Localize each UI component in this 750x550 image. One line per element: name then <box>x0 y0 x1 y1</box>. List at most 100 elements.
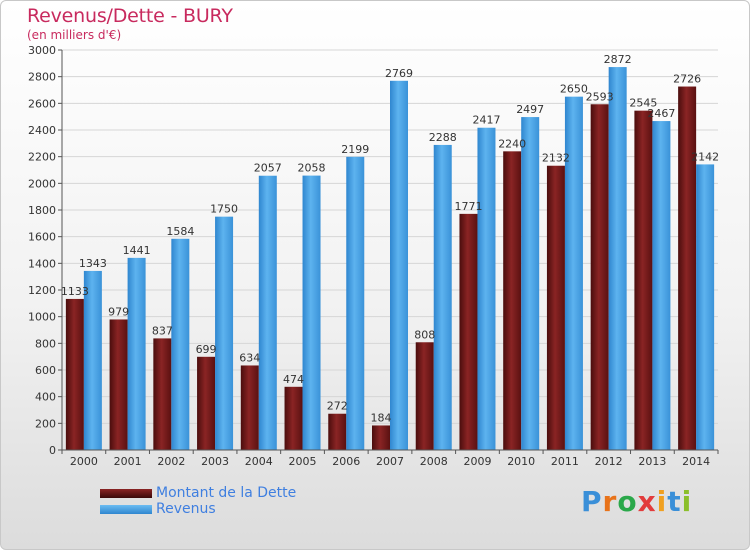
bar-dette <box>240 365 259 450</box>
bar-revenus <box>477 127 496 450</box>
bar-dette <box>197 356 216 450</box>
data-label-dette: 184 <box>371 411 392 424</box>
legend-label-dette: Montant de la Dette <box>156 485 297 501</box>
bar-dette <box>503 151 522 451</box>
bar-dette <box>459 213 478 450</box>
y-tick-label: 2600 <box>28 97 56 110</box>
bar-revenus <box>302 175 321 450</box>
data-label-revenus: 2872 <box>604 53 632 66</box>
y-tick-label: 1000 <box>28 311 56 324</box>
y-tick-label: 200 <box>35 417 56 430</box>
x-tick-label: 2012 <box>595 455 623 468</box>
data-label-revenus: 2769 <box>385 67 413 80</box>
logo-letter: o <box>617 485 638 518</box>
data-label-dette: 808 <box>414 328 435 341</box>
x-tick-label: 2005 <box>289 455 317 468</box>
data-label-dette: 2593 <box>586 90 614 103</box>
data-label-dette: 2545 <box>629 97 657 110</box>
y-tick-label: 800 <box>35 337 56 350</box>
bar-revenus <box>215 216 234 450</box>
x-tick-label: 2000 <box>70 455 98 468</box>
x-tick-label: 2014 <box>682 455 710 468</box>
y-tick-label: 2200 <box>28 151 56 164</box>
data-label-dette: 634 <box>239 351 260 364</box>
legend-swatch-dette <box>100 489 152 498</box>
data-label-revenus: 2199 <box>341 143 369 156</box>
bar-revenus <box>258 175 277 450</box>
bar-dette <box>634 110 653 451</box>
bar-dette <box>109 319 128 450</box>
bar-revenus <box>564 96 583 451</box>
bar-dette <box>678 86 697 451</box>
bar-revenus <box>390 80 408 451</box>
y-tick-label: 2800 <box>28 71 56 84</box>
data-label-revenus: 2417 <box>472 114 500 127</box>
logo-letter: x <box>637 485 657 518</box>
x-tick-label: 2011 <box>551 455 579 468</box>
y-tick-label: 1200 <box>28 284 56 297</box>
legend-swatch-revenus <box>100 505 152 514</box>
y-tick-label: 600 <box>35 364 56 377</box>
y-tick-label: 1800 <box>28 204 56 217</box>
logo-letter: r <box>602 485 618 518</box>
bar-dette <box>415 342 434 450</box>
data-label-revenus: 1584 <box>166 225 194 238</box>
data-label-dette: 699 <box>196 343 217 356</box>
x-tick-label: 2004 <box>245 455 273 468</box>
data-label-dette: 837 <box>152 324 173 337</box>
bar-revenus <box>521 117 540 451</box>
x-tick-label: 2009 <box>463 455 491 468</box>
y-tick-label: 2000 <box>28 177 56 190</box>
bar-dette <box>546 165 565 450</box>
data-label-dette: 979 <box>108 305 129 318</box>
data-label-revenus: 2497 <box>516 103 544 116</box>
data-label-dette: 2132 <box>542 152 570 165</box>
bar-revenus <box>696 164 715 450</box>
proxiti-logo: Proxiti <box>581 485 692 518</box>
x-tick-label: 2003 <box>201 455 229 468</box>
bar-dette <box>65 298 84 450</box>
bar-revenus <box>433 144 452 450</box>
data-label-revenus: 1750 <box>210 203 238 216</box>
data-label-revenus: 2058 <box>298 162 326 175</box>
bar-revenus <box>652 121 671 451</box>
data-label-dette: 474 <box>283 373 304 386</box>
data-label-revenus: 2142 <box>691 150 719 163</box>
bar-dette <box>328 413 347 450</box>
data-label-dette: 2726 <box>673 73 701 86</box>
x-tick-label: 2013 <box>638 455 666 468</box>
y-tick-label: 2400 <box>28 124 56 137</box>
bar-revenus <box>346 156 365 451</box>
logo-letter: i <box>656 485 668 518</box>
data-label-dette: 1133 <box>61 285 89 298</box>
x-tick-label: 2010 <box>507 455 535 468</box>
data-label-revenus: 2650 <box>560 83 588 96</box>
bar-dette <box>372 425 390 450</box>
logo-letter: P <box>581 485 603 518</box>
y-tick-label: 1600 <box>28 231 56 244</box>
x-tick-label: 2002 <box>157 455 185 468</box>
bar-revenus <box>83 270 102 450</box>
data-label-revenus: 2288 <box>429 131 457 144</box>
bar-dette <box>590 104 609 451</box>
chart-subtitle: (en milliers d'€) <box>27 28 122 42</box>
bar-revenus <box>608 67 627 451</box>
data-label-dette: 2240 <box>498 137 526 150</box>
logo-letter: i <box>681 485 693 518</box>
x-tick-label: 2006 <box>332 455 360 468</box>
data-label-revenus: 1343 <box>79 257 107 270</box>
bar-revenus <box>171 238 190 450</box>
y-tick-label: 3000 <box>28 44 56 57</box>
bar-dette <box>153 338 172 450</box>
data-label-revenus: 2057 <box>254 162 282 175</box>
y-tick-label: 0 <box>49 444 56 457</box>
bar-dette <box>284 386 303 450</box>
y-tick-label: 400 <box>35 391 56 404</box>
y-tick-label: 1400 <box>28 257 56 270</box>
bar-revenus <box>127 257 146 450</box>
legend-label-revenus: Revenus <box>156 501 216 517</box>
x-tick-label: 2008 <box>420 455 448 468</box>
data-label-revenus: 2467 <box>647 107 675 120</box>
data-label-revenus: 1441 <box>123 244 151 257</box>
